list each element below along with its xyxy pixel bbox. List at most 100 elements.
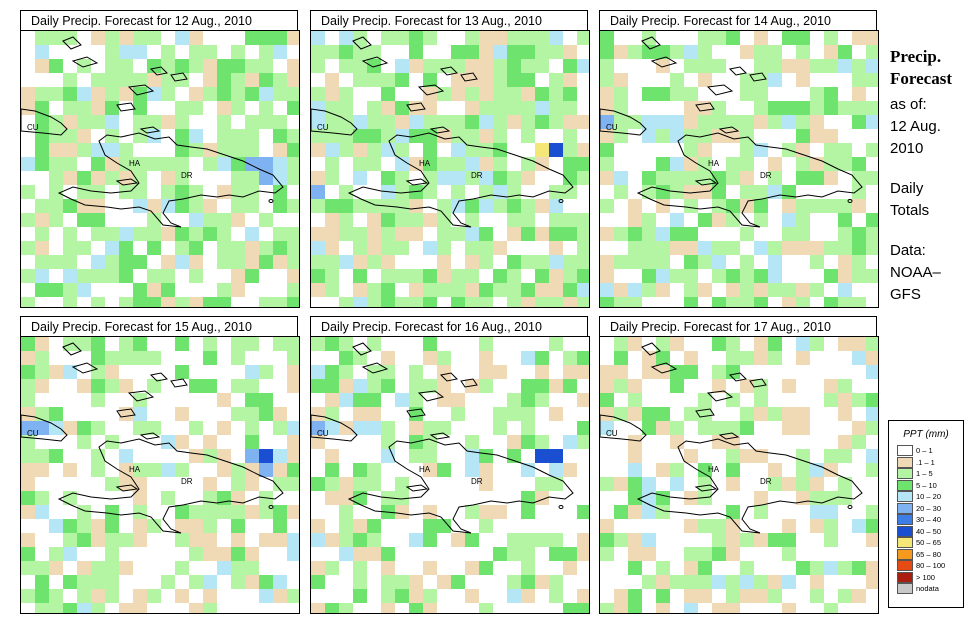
precip-cell [395,575,409,589]
precip-cell [91,115,105,129]
precip-cell [325,421,339,435]
precip-cell [119,463,133,477]
precip-cell [175,297,189,307]
precip-cell [311,435,325,449]
precip-cell [852,241,866,255]
precip-cell [259,101,273,115]
precip-cell [325,283,339,297]
precip-cell [409,449,423,463]
precip-cell [852,73,866,87]
precip-cell [549,283,563,297]
precip-cell [782,407,796,421]
precip-cell [465,129,479,143]
totals-line-2: Totals [890,202,930,219]
precip-cell [642,129,656,143]
precip-cell [21,157,35,171]
precip-cell [287,505,299,519]
precip-cell [614,505,628,519]
precip-cell [311,269,325,283]
precip-cell [507,269,521,283]
precip-cell [105,73,119,87]
precip-cell [479,449,493,463]
precip-cell [311,59,325,73]
precip-cell [21,463,35,477]
precip-cell [577,533,589,547]
precip-cell [77,519,91,533]
precip-cell [105,589,119,603]
precip-cell [782,31,796,45]
coastline-shape [641,36,661,50]
precip-cell [768,171,782,185]
precip-cell [866,171,878,185]
coastline-shape [170,72,188,82]
precip-cell [161,45,175,59]
precip-cell [726,477,740,491]
precip-cell [423,351,437,365]
precip-cell [479,129,493,143]
precip-cell [325,407,339,421]
precip-cell [838,393,852,407]
precip-cell [203,589,217,603]
precip-cell [507,213,521,227]
precip-cell [507,435,521,449]
precip-cell [21,213,35,227]
precip-cell [726,519,740,533]
precip-cell [642,547,656,561]
precip-cell [754,589,768,603]
precip-cell [395,185,409,199]
precip-cell [259,87,273,101]
precip-cell [684,519,698,533]
precip-cell [521,171,535,185]
precip-cell [824,297,838,307]
precip-cell [287,435,299,449]
precip-cell [161,59,175,73]
precip-cell [563,59,577,73]
precip-cell [577,59,589,73]
precip-cell [63,269,77,283]
precip-cell [754,31,768,45]
precip-cell [353,199,367,213]
precip-cell [49,407,63,421]
precip-cell [577,603,589,613]
precip-cell [105,45,119,59]
precip-cell [311,115,325,129]
precip-cell [35,199,49,213]
precip-cell [768,45,782,59]
precip-cell [698,421,712,435]
precip-cell [479,199,493,213]
precip-cell [451,575,465,589]
precip-cell [754,393,768,407]
precip-cell [325,45,339,59]
precip-cell [367,379,381,393]
precip-cell [353,575,367,589]
precip-cell [381,255,395,269]
precip-cell [325,227,339,241]
coastline-shape [352,342,372,356]
precip-cell [698,241,712,255]
coastline-shape [417,84,445,96]
precip-cell [49,115,63,129]
precip-cell [161,269,175,283]
precip-cell [325,213,339,227]
precip-cell [726,171,740,185]
precip-cell [628,547,642,561]
precip-cell [21,505,35,519]
precip-cell [409,533,423,547]
precip-cell [577,115,589,129]
precip-cell [521,421,535,435]
precip-cell [175,561,189,575]
precip-cell [628,213,642,227]
coastline-shape [650,56,678,68]
precip-cell [451,87,465,101]
precip-cell [35,241,49,255]
coastline-shape [406,408,426,418]
precip-cell [535,199,549,213]
precip-cell [549,213,563,227]
precip-cell [409,199,423,213]
precip-cell [642,255,656,269]
precip-cell [119,171,133,185]
legend-item: 20 – 30 [897,502,963,515]
precip-cell [147,87,161,101]
precip-cell [311,45,325,59]
coastline-shape [460,72,478,82]
